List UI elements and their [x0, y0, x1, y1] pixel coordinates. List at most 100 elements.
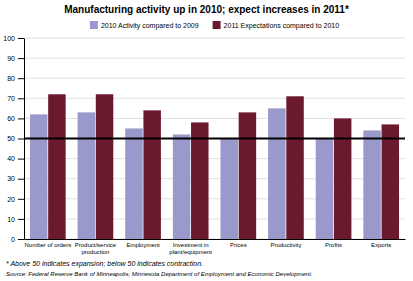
- legend-label: 2011 Expectations compared to 2010: [224, 22, 340, 30]
- bar: [143, 110, 160, 239]
- series: [48, 94, 399, 239]
- legend: 2010 Activity compared to 2009 2011 Expec…: [90, 21, 339, 30]
- grid-line: [24, 58, 405, 59]
- reference-line: [24, 138, 405, 140]
- x-tick-label-line: Investment in: [173, 242, 209, 248]
- grid-line: [24, 138, 405, 139]
- y-tick-label: 0: [11, 236, 15, 243]
- x-tick-label: Product/serviceproduction: [75, 242, 117, 255]
- grid: [24, 38, 405, 239]
- x-tick-label: Profits: [325, 242, 342, 248]
- x-tick: Product/serviceproduction: [75, 242, 117, 255]
- y-tick-label: 100: [3, 35, 15, 42]
- x-tick-label-line: production: [81, 249, 109, 255]
- grid-line: [24, 78, 405, 79]
- bar: [363, 130, 380, 239]
- x-tick: Exports: [371, 242, 391, 248]
- x-tick-label: Employment: [126, 242, 160, 248]
- x-tick: Number of orders: [24, 242, 71, 248]
- x-tick-label-line: Number of orders: [24, 242, 71, 248]
- chart-svg: Manufacturing activity up in 2010; expec…: [0, 0, 413, 281]
- x-tick-label: Exports: [371, 242, 391, 248]
- y-tick-label: 10: [7, 216, 15, 223]
- grid-line: [24, 38, 405, 39]
- bar: [173, 134, 190, 239]
- y-tick-label: 80: [7, 75, 15, 82]
- y-tick-mark: [18, 58, 24, 59]
- x-tick-label-line: Employment: [126, 242, 160, 248]
- bar: [191, 122, 208, 239]
- y-tick: 60: [7, 115, 24, 122]
- y-tick: 10: [7, 216, 24, 223]
- y-tick: 0: [11, 236, 24, 243]
- bar: [334, 118, 351, 239]
- y-tick-label: 60: [7, 115, 15, 122]
- legend-swatch: [213, 21, 221, 29]
- y-tick-label: 30: [7, 175, 15, 182]
- bar: [382, 124, 399, 239]
- y-tick-label: 70: [7, 95, 15, 102]
- x-tick-label: Number of orders: [24, 242, 71, 248]
- y-tick: 90: [7, 55, 24, 62]
- y-tick-mark: [18, 139, 24, 140]
- x-tick-label-line: plant/equipment: [169, 249, 212, 255]
- legend-item: 2011 Expectations compared to 2010: [213, 21, 340, 30]
- legend-item: 2010 Activity compared to 2009: [90, 21, 199, 30]
- y-tick-mark: [18, 98, 24, 99]
- y-tick-mark: [18, 159, 24, 160]
- y-tick-mark: [18, 179, 24, 180]
- bar: [286, 96, 303, 239]
- x-tick: Productivity: [270, 242, 301, 248]
- bar: [268, 108, 285, 239]
- y-tick-label: 20: [7, 196, 15, 203]
- y-tick: 30: [7, 175, 24, 182]
- x-tick-label: Productivity: [270, 242, 301, 248]
- y-tick: 70: [7, 95, 24, 102]
- bar: [316, 139, 333, 240]
- plot: 0 10 20 30 40 50 60 70 80 90 100 Number of orders Pr…: [3, 35, 405, 255]
- x-tick-label-line: Profits: [325, 242, 342, 248]
- bar: [78, 112, 95, 239]
- x-tick-label: Prices: [230, 242, 247, 248]
- bar: [220, 139, 237, 240]
- grid-line: [24, 98, 405, 99]
- legend-label: 2010 Activity compared to 2009: [101, 22, 199, 30]
- title: Manufacturing activity up in 2010; expec…: [64, 4, 349, 15]
- bar: [239, 112, 256, 239]
- x-tick-label-line: Product/service: [75, 242, 117, 248]
- y-tick-label: 50: [7, 135, 15, 142]
- y-axis: 0 10 20 30 40 50 60 70 80 90 100: [3, 35, 24, 243]
- y-tick-label: 40: [7, 155, 15, 162]
- y-tick: 80: [7, 75, 24, 82]
- legend-swatch: [90, 21, 98, 29]
- y-tick-label: 90: [7, 55, 15, 62]
- footnote: Source: Federal Reserve Bank of Minneapo…: [6, 271, 313, 277]
- x-tick: Profits: [325, 242, 342, 248]
- bars: [24, 94, 405, 239]
- y-tick: 20: [7, 196, 24, 203]
- y-tick: 100: [3, 35, 24, 42]
- y-tick: 40: [7, 155, 24, 162]
- y-tick-mark: [18, 239, 24, 240]
- bar: [48, 94, 65, 239]
- y-tick: 50: [7, 135, 24, 142]
- series: [30, 108, 381, 239]
- chart-container: Manufacturing activity up in 2010; expec…: [0, 0, 413, 281]
- y-axis-line: [24, 39, 25, 240]
- x-tick-label-line: Prices: [230, 242, 247, 248]
- bar: [96, 94, 113, 239]
- x-tick: Prices: [230, 242, 247, 248]
- y-tick-mark: [18, 199, 24, 200]
- bar: [125, 128, 142, 239]
- bar: [30, 114, 47, 239]
- footnote: * Above 50 indicates expansion; below 50…: [6, 260, 203, 268]
- x-tick-label-line: Productivity: [270, 242, 301, 248]
- x-axis-line: [25, 239, 406, 240]
- x-axis: Number of orders Product/serviceproductio…: [24, 240, 405, 256]
- y-tick-mark: [18, 219, 24, 220]
- y-tick-mark: [18, 118, 24, 119]
- y-tick-mark: [18, 38, 24, 39]
- y-tick-mark: [18, 78, 24, 79]
- x-tick: Investment inplant/equipment: [169, 242, 212, 255]
- x-tick-label-line: Exports: [371, 242, 391, 248]
